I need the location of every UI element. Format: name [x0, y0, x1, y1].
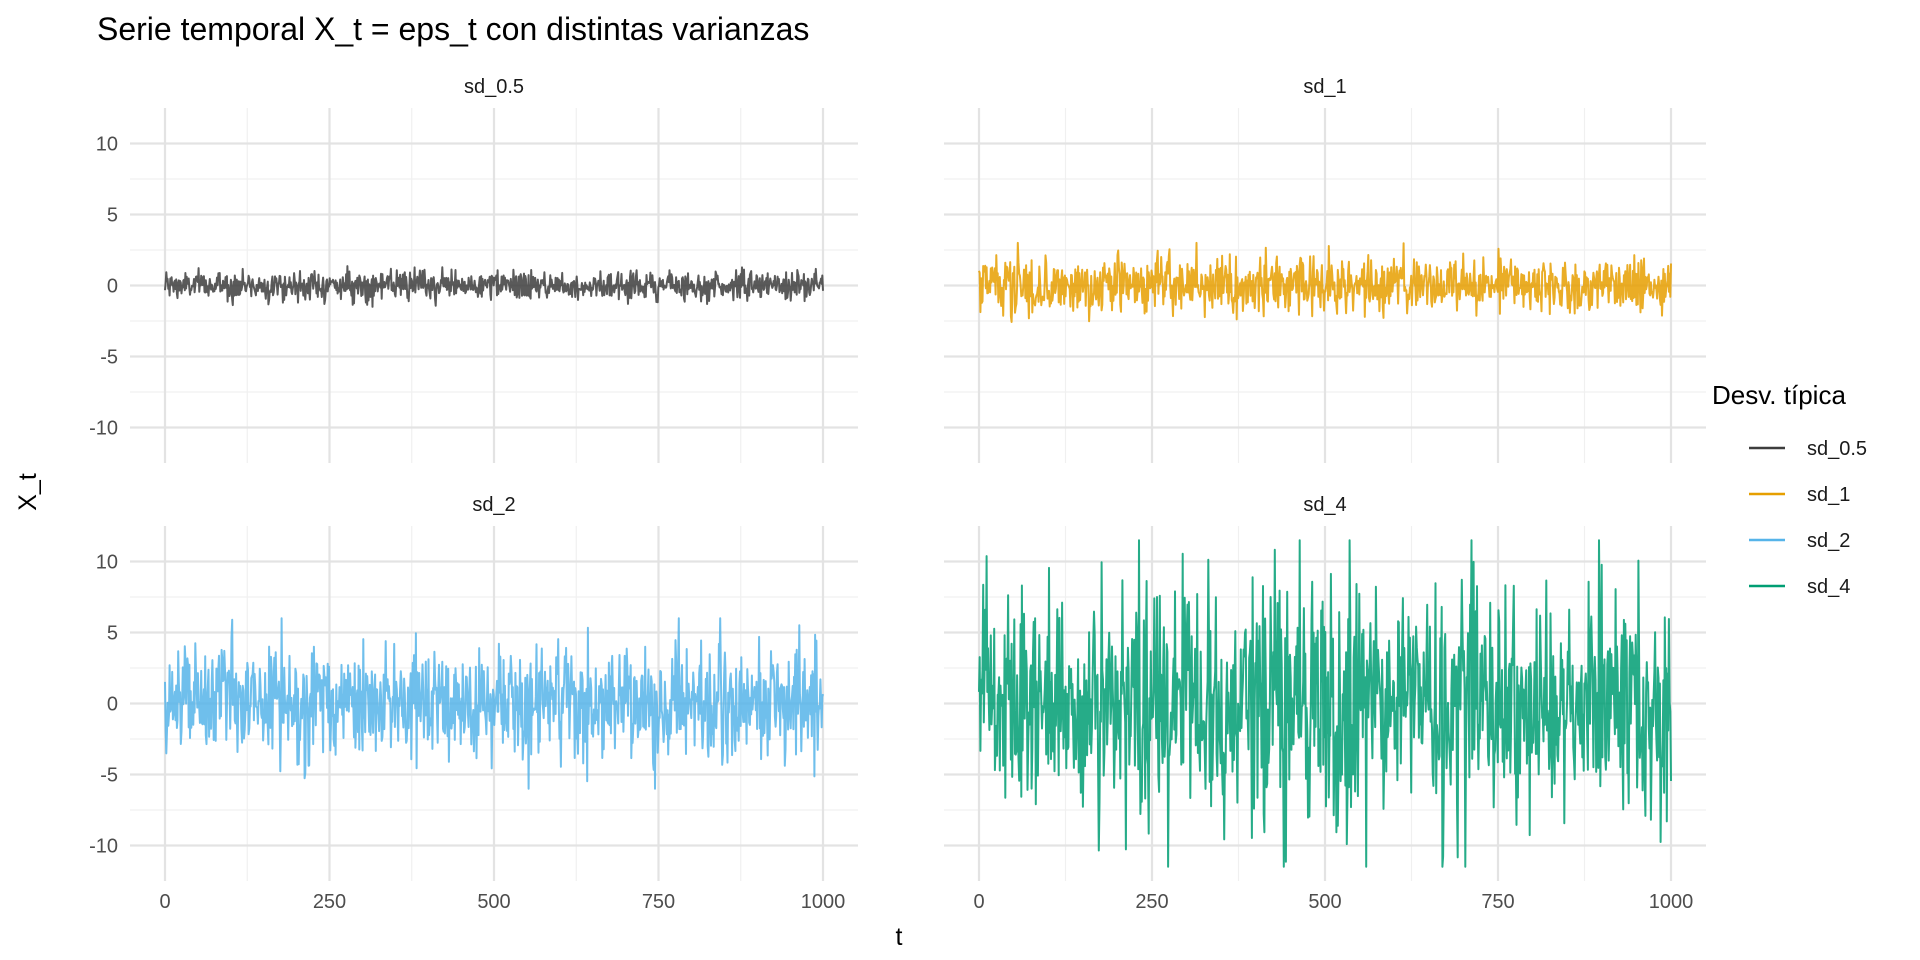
legend-item-sd-4: sd_4 [1749, 576, 1850, 598]
panel-sd-0-5: sd_0.5 10 5 0 -5 -10 [89, 76, 858, 463]
x-tick-label: 1000 [1649, 891, 1694, 913]
legend-item-sd-1: sd_1 [1749, 484, 1850, 506]
x-tick-label: 0 [159, 891, 170, 913]
x-tick-label: 0 [973, 891, 984, 913]
facet-label-sd-4: sd_4 [1303, 494, 1346, 516]
x-tick-label: 500 [477, 891, 510, 913]
legend-item-sd-0-5: sd_0.5 [1749, 438, 1867, 460]
series-line-sd-4 [978, 539, 1672, 868]
series-line-sd-2 [164, 617, 824, 790]
panel-sd-1: sd_1 [944, 76, 1706, 463]
chart-title: Serie temporal X_t = eps_t con distintas… [97, 11, 809, 47]
legend-label-sd-1: sd_1 [1807, 484, 1850, 506]
legend-title: Desv. típica [1712, 380, 1846, 410]
y-tick-label: 10 [96, 552, 118, 574]
x-tick-label: 1000 [801, 891, 846, 913]
y-tick-label: 0 [107, 276, 118, 298]
facet-panels: sd_0.5 10 5 0 -5 -10 sd_1 sd_2 10 5 0 -5 -10 0 250 500 7… [89, 76, 1706, 913]
x-tick-label: 250 [313, 891, 346, 913]
y-tick-label: 10 [96, 134, 118, 156]
facet-label-sd-1: sd_1 [1303, 76, 1346, 98]
x-tick-label: 750 [642, 891, 675, 913]
legend-label-sd-4: sd_4 [1807, 576, 1850, 598]
x-tick-label: 750 [1481, 891, 1514, 913]
y-axis-title: X_t [14, 473, 42, 511]
series-line-sd-1 [978, 241, 1672, 323]
y-tick-label: -10 [89, 418, 118, 440]
x-axis-title: t [896, 923, 903, 951]
legend-label-sd-0-5: sd_0.5 [1807, 438, 1867, 460]
y-tick-label: -10 [89, 836, 118, 858]
y-tick-label: 0 [107, 694, 118, 716]
x-tick-label: 500 [1308, 891, 1341, 913]
y-tick-label: -5 [100, 347, 118, 369]
panel-sd-4: sd_4 0 250 500 750 1000 [944, 494, 1706, 913]
y-tick-label: 5 [107, 205, 118, 227]
legend-item-sd-2: sd_2 [1749, 530, 1850, 552]
legend: Desv. típica sd_0.5 sd_1 sd_2 sd_4 [1712, 380, 1867, 598]
legend-label-sd-2: sd_2 [1807, 530, 1850, 552]
panel-sd-2: sd_2 10 5 0 -5 -10 0 250 500 750 1000 [89, 494, 858, 913]
facet-label-sd-2: sd_2 [472, 494, 515, 516]
facet-label-sd-0-5: sd_0.5 [464, 76, 524, 98]
x-tick-label: 250 [1135, 891, 1168, 913]
y-tick-label: 5 [107, 623, 118, 645]
y-tick-label: -5 [100, 765, 118, 787]
series-line-sd-0-5 [164, 265, 824, 308]
